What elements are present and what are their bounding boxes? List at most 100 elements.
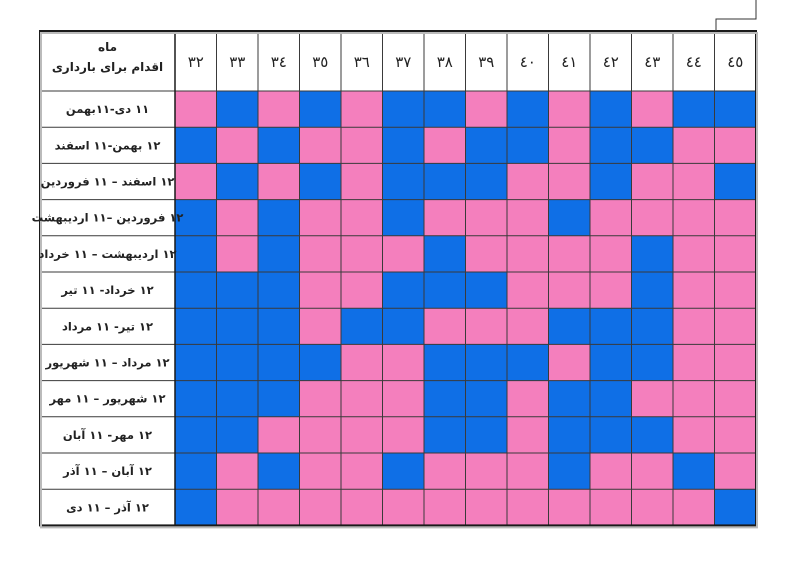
cell-r4-c12 [631, 199, 673, 236]
column-header-4: ٣٥ [312, 53, 328, 71]
cell-r11-c14 [714, 453, 756, 490]
cell-r8-c1 [175, 344, 217, 381]
row-label-3: ١٢ اسفند – ١١ فروردین [41, 175, 175, 190]
cell-r10-c11 [590, 416, 632, 453]
cell-r8-c11 [590, 344, 632, 381]
cell-r1-c6 [382, 91, 424, 128]
cell-r2-c6 [382, 127, 424, 164]
cell-r6-c3 [258, 272, 300, 309]
cell-r6-c8 [465, 272, 507, 309]
grid-layer [39, 0, 757, 527]
row-label-6: ١٢ خرداد- ١١ تیر [60, 283, 153, 297]
labels-layer: ٣٢ ٣٣ ٣٤ ٣٥ ٣٦ ٣٧ ٣٨ ٣٩ ٤٠ ٤١ ٤٢ ٤٣ ٤٤ ٤٥ ماه اقدام برا… [32, 32, 758, 529]
row-label-7: ١٢ تیر- ١١ مرداد [62, 319, 153, 333]
cell-r1-c8 [465, 91, 507, 128]
cell-r4-c2 [216, 199, 258, 236]
cell-r1-c14 [714, 91, 756, 128]
cell-r12-c10 [548, 489, 590, 526]
cell-r1-c2 [216, 91, 258, 128]
cell-r9-c11 [590, 380, 632, 417]
row-label-12: ١٢ آذر – ١١ دی [66, 500, 149, 514]
cell-r12-c4 [299, 489, 341, 526]
cell-r6-c12 [631, 272, 673, 309]
cell-r5-c14 [714, 235, 756, 272]
cell-r11-c13 [673, 453, 715, 490]
cell-r3-c9 [507, 163, 549, 200]
column-header-3: ٣٤ [271, 53, 287, 71]
cell-r9-c12 [631, 380, 673, 417]
cell-r5-c5 [341, 235, 383, 272]
cell-r9-c2 [216, 380, 258, 417]
cell-r5-c2 [216, 235, 258, 272]
cell-r6-c10 [548, 272, 590, 309]
cell-r2-c11 [590, 127, 632, 164]
cell-r11-c7 [424, 453, 466, 490]
corner-header-attempt: اقدام برای بارداری [52, 60, 163, 75]
cell-r7-c11 [590, 308, 632, 345]
cell-r12-c5 [341, 489, 383, 526]
column-header-8: ٣٩ [478, 53, 494, 71]
cell-r7-c6 [382, 308, 424, 345]
cell-r3-c5 [341, 163, 383, 200]
row-label-4: ١٢ فروردین –١١ اردیبهشت [32, 211, 184, 226]
cell-r3-c1 [175, 163, 217, 200]
cell-r8-c14 [714, 344, 756, 381]
cell-r8-c4 [299, 344, 341, 381]
cell-r10-c12 [631, 416, 673, 453]
row-label-8: ١٢ مرداد – ١١ شهریور [44, 356, 169, 371]
cell-r6-c13 [673, 272, 715, 309]
cell-r4-c8 [465, 199, 507, 236]
cell-r10-c2 [216, 416, 258, 453]
column-header-7: ٣٨ [437, 53, 453, 71]
cell-r8-c2 [216, 344, 258, 381]
cell-r11-c3 [258, 453, 300, 490]
cell-r12-c13 [673, 489, 715, 526]
cell-r7-c5 [341, 308, 383, 345]
cell-r2-c4 [299, 127, 341, 164]
cell-r9-c1 [175, 380, 217, 417]
cell-r2-c1 [175, 127, 217, 164]
column-header-11: ٤٢ [603, 53, 619, 71]
cell-r5-c10 [548, 235, 590, 272]
cell-r9-c6 [382, 380, 424, 417]
cell-r12-c11 [590, 489, 632, 526]
cell-r4-c10 [548, 199, 590, 236]
cell-r10-c1 [175, 416, 217, 453]
cell-r7-c7 [424, 308, 466, 345]
cell-r11-c10 [548, 453, 590, 490]
cell-r11-c5 [341, 453, 383, 490]
cell-r2-c10 [548, 127, 590, 164]
cell-r6-c9 [507, 272, 549, 309]
cell-r4-c7 [424, 199, 466, 236]
cell-r5-c6 [382, 235, 424, 272]
cell-r4-c3 [258, 199, 300, 236]
cell-r11-c1 [175, 453, 217, 490]
cell-r9-c10 [548, 380, 590, 417]
row-label-11: ١٢ آبان – ١١ آذر [62, 464, 152, 478]
cells-layer [175, 91, 756, 526]
cell-r9-c9 [507, 380, 549, 417]
cell-r11-c2 [216, 453, 258, 490]
cell-r1-c10 [548, 91, 590, 128]
cell-r7-c9 [507, 308, 549, 345]
cell-r6-c1 [175, 272, 217, 309]
cell-r4-c9 [507, 199, 549, 236]
cell-r2-c3 [258, 127, 300, 164]
cell-r11-c12 [631, 453, 673, 490]
cell-r7-c10 [548, 308, 590, 345]
cell-r2-c9 [507, 127, 549, 164]
cell-r8-c12 [631, 344, 673, 381]
cell-r1-c4 [299, 91, 341, 128]
cell-r12-c14 [714, 489, 756, 526]
cell-r9-c4 [299, 380, 341, 417]
cell-r3-c4 [299, 163, 341, 200]
cell-r11-c9 [507, 453, 549, 490]
cell-r12-c1 [175, 489, 217, 526]
cell-r10-c14 [714, 416, 756, 453]
cell-r12-c7 [424, 489, 466, 526]
cell-r5-c3 [258, 235, 300, 272]
cell-r10-c10 [548, 416, 590, 453]
column-header-9: ٤٠ [520, 53, 536, 71]
cell-r8-c13 [673, 344, 715, 381]
